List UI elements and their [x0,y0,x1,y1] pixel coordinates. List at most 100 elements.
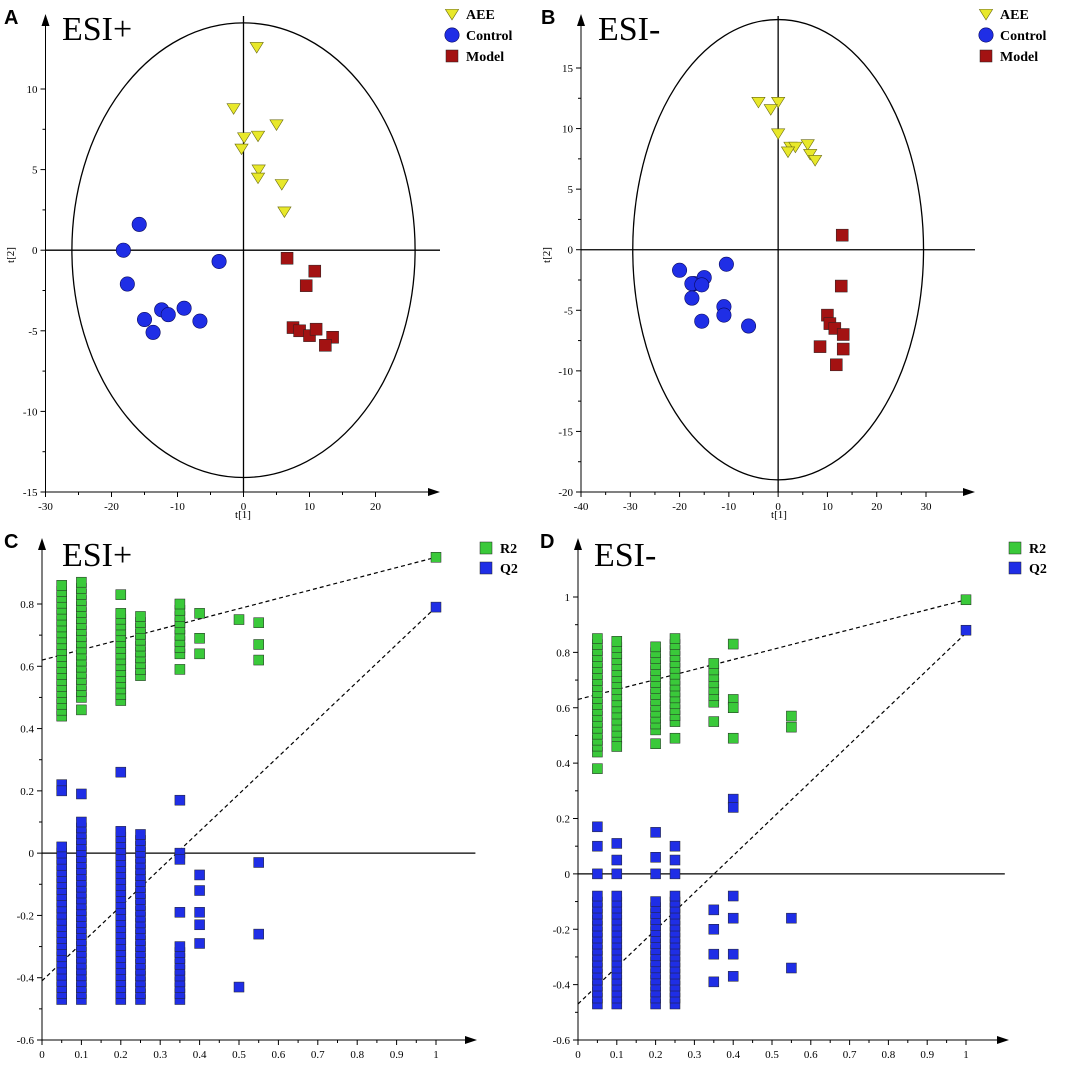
point-q2 [56,841,67,853]
point-aee [234,143,249,156]
x-tick-label: 0.2 [114,1049,128,1061]
point-control [718,256,734,272]
y-tick-label: -15 [23,487,38,499]
point-aee [780,146,796,159]
x-tick-label: 10 [822,501,834,513]
point-q2 [194,885,205,896]
y-tick-label: -5 [564,305,574,317]
point-q2 [650,868,661,880]
x-tick-label: 1 [963,1049,969,1061]
regression-line-r2 [41,556,437,661]
y-tick-label: -15 [558,426,573,438]
x-tick-label: 0.9 [390,1049,404,1061]
point-q2 [669,890,681,902]
point-model [309,322,323,336]
legend-marker-r2 [479,541,493,555]
y-tick-label: 0 [568,245,574,257]
point-control [716,307,732,323]
x-tick-label: 0 [775,501,781,513]
point-q2 [611,854,623,866]
legend-label-model: Model [1000,50,1038,65]
x-tick-label: 0.6 [272,1049,286,1061]
y-tick-label: -10 [558,366,573,378]
point-q2 [592,840,603,852]
point-q2 [727,971,739,982]
point-r2 [115,589,127,600]
point-q2 [611,868,623,880]
panel-d: 0 0.1 0.2 0.3 0.4 0.5 0.6 0.7 0.8 0.9 1 -0.6 -0.4 -0.… [540,531,1047,1061]
point-r2 [786,721,797,733]
point-r2 [56,580,67,591]
point-q2 [650,896,661,907]
legend-label-r2: R2 [500,542,517,557]
legend-label-aee: AEE [466,8,495,23]
point-model [308,264,322,278]
point-model [319,339,332,352]
point-q2 [786,962,797,974]
point-q2 [430,601,442,613]
y-tick-label: 0.8 [20,599,34,611]
point-q2 [194,919,205,931]
legend-label-model: Model [466,50,504,65]
x-tick-label: 30 [921,501,933,513]
point-model [834,279,848,293]
point-q2 [135,829,146,840]
x-tick-label: 0.9 [920,1049,934,1061]
x-axis-arrow [997,1036,1009,1044]
y-tick-label: 0.2 [20,786,34,798]
point-control [211,253,227,269]
point-q2 [708,948,720,960]
legend-label-control: Control [1000,29,1047,44]
point-q2 [727,890,739,902]
y-tick-label: 0 [565,869,571,881]
panel-c: 0 0.1 0.2 0.3 0.4 0.5 0.6 0.7 0.8 0.9 1 -0.6 -0.4 -0.… [4,531,518,1061]
point-control [694,313,710,329]
point-q2 [727,912,739,924]
point-model [835,228,849,242]
point-control [741,318,757,334]
chart-title: ESI- [598,11,660,48]
legend-marker-r2 [1008,541,1022,555]
x-tick-label: 0.1 [75,1049,89,1061]
x-tick-label: 0.5 [232,1049,246,1061]
point-q2 [56,785,67,797]
point-model [836,342,850,356]
point-aee [250,172,266,185]
y-tick-label: 10 [27,84,39,96]
point-r2 [174,598,186,610]
legend-label-control: Control [466,29,513,44]
point-aee [237,132,252,144]
legend-marker-model [445,49,459,63]
x-tick-label: 0.6 [804,1049,818,1061]
y-tick-label: -0.4 [553,980,571,992]
point-r2 [135,611,146,622]
y-tick-label: -0.6 [17,1035,35,1047]
point-aee [226,103,241,115]
y-tick-label: 0.8 [556,647,570,659]
point-r2 [650,738,661,749]
y-tick-label: 10 [562,124,574,136]
point-control [176,300,192,316]
point-r2 [786,710,797,722]
point-q2 [786,912,797,924]
point-q2 [233,981,245,993]
x-tick-label: 0.2 [649,1049,663,1061]
y-tick-label: -0.4 [17,973,35,985]
x-tick-label: 0.7 [843,1049,857,1061]
point-control [672,262,688,278]
point-q2 [727,802,739,813]
point-r2 [727,638,739,650]
point-model [280,252,294,265]
panel-label: D [540,531,554,553]
panel-a: -30 -20 -10 0 10 20 -15 -10 -5 0 5 10 t[1] t[2] A ESI+ A… [4,7,513,521]
point-control [115,242,131,258]
point-aee [251,164,266,177]
y-axis-title: t[2] [541,247,553,263]
x-tick-label: 10 [304,501,316,513]
legend-label-r2: R2 [1029,542,1046,557]
y-tick-label: 0.4 [556,758,570,770]
point-q2 [650,827,661,838]
x-tick-label: 0.7 [311,1049,325,1061]
x-tick-label: 0 [241,501,247,513]
chart-title: ESI+ [62,11,132,48]
